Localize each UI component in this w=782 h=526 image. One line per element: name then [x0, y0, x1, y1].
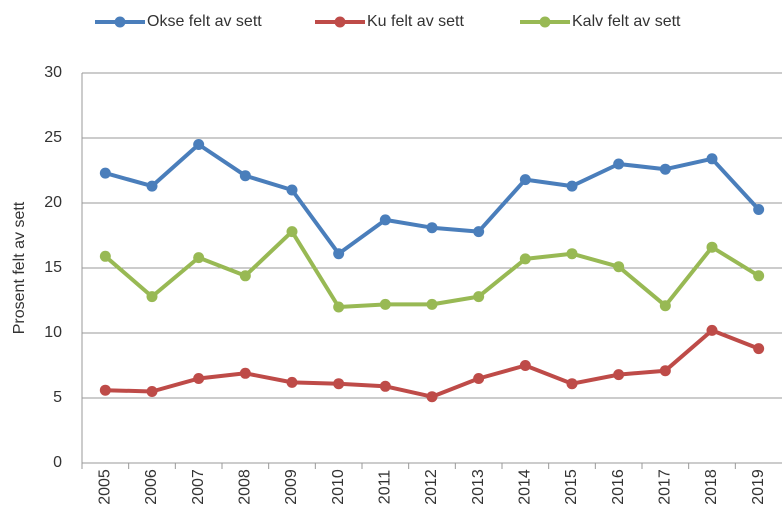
legend-label: Ku felt av sett: [367, 13, 464, 30]
x-tick-label: 2014: [517, 469, 534, 505]
x-tick-label: 2019: [750, 469, 767, 505]
x-tick-label: 2006: [143, 469, 160, 505]
series-line: [104, 142, 761, 256]
y-tick-label: 25: [44, 129, 62, 146]
legend-label: Kalv felt av sett: [572, 13, 681, 30]
data-point: [613, 369, 625, 381]
data-point: [519, 253, 531, 265]
y-tick-label: 0: [53, 454, 62, 471]
data-point: [193, 252, 205, 264]
data-point: [613, 158, 625, 170]
x-tick-label: 2009: [283, 469, 300, 505]
data-point: [706, 324, 718, 336]
data-point: [566, 180, 578, 192]
x-tick-label: 2008: [237, 469, 254, 505]
data-point: [333, 378, 345, 390]
data-point: [193, 139, 205, 150]
y-tick-label: 15: [44, 259, 62, 276]
legend-label: Okse felt av sett: [147, 13, 262, 30]
y-tick-label: 10: [44, 324, 62, 341]
series-line: [105, 328, 760, 399]
data-point: [519, 360, 531, 371]
data-point: [753, 343, 765, 355]
x-tick-label: 2017: [657, 469, 674, 505]
data-point: [566, 378, 578, 390]
data-point: [753, 270, 765, 282]
data-point: [239, 270, 251, 282]
data-point: [753, 204, 765, 215]
data-point: [659, 365, 671, 377]
legend-marker: [114, 16, 126, 28]
data-point: [379, 214, 391, 226]
data-point: [473, 226, 485, 238]
data-point: [473, 373, 485, 384]
data-point: [473, 291, 485, 303]
x-tick-label: 2007: [190, 469, 207, 505]
data-point: [659, 300, 671, 312]
data-point: [239, 170, 251, 182]
x-tick-label: 2010: [330, 469, 347, 505]
data-point: [379, 298, 391, 310]
data-point: [99, 384, 111, 396]
data-point: [99, 250, 111, 262]
data-point: [333, 248, 345, 260]
data-point: [286, 226, 298, 238]
y-axis-label: Prosent felt av sett: [11, 201, 28, 334]
data-point: [333, 301, 345, 313]
data-point: [146, 291, 158, 303]
x-tick-label: 2011: [377, 470, 394, 505]
data-point: [426, 222, 438, 234]
data-point: [659, 163, 671, 175]
data-point: [146, 386, 158, 397]
x-tick-label: 2013: [470, 469, 487, 505]
data-point: [239, 367, 251, 379]
data-point: [566, 248, 578, 260]
x-tick-label: 2016: [610, 469, 627, 505]
x-tick-label: 2015: [563, 469, 580, 505]
legend-marker: [539, 16, 551, 28]
data-point: [426, 391, 438, 403]
data-point: [426, 298, 438, 310]
y-tick-label: 5: [53, 389, 62, 406]
y-tick-label: 20: [44, 194, 62, 211]
data-point: [613, 261, 625, 273]
data-point: [286, 376, 298, 388]
data-point: [519, 174, 531, 186]
legend-marker: [334, 16, 346, 28]
data-point: [146, 180, 158, 192]
data-point: [706, 241, 718, 253]
data-point: [706, 153, 718, 165]
series-line: [104, 229, 760, 309]
x-tick-label: 2012: [423, 469, 440, 505]
x-tick-label: 2005: [97, 469, 114, 505]
data-point: [193, 373, 205, 384]
data-point: [379, 380, 391, 392]
y-tick-label: 30: [44, 64, 62, 81]
data-point: [286, 184, 298, 196]
data-point: [99, 167, 111, 179]
x-tick-label: 2018: [703, 469, 720, 505]
